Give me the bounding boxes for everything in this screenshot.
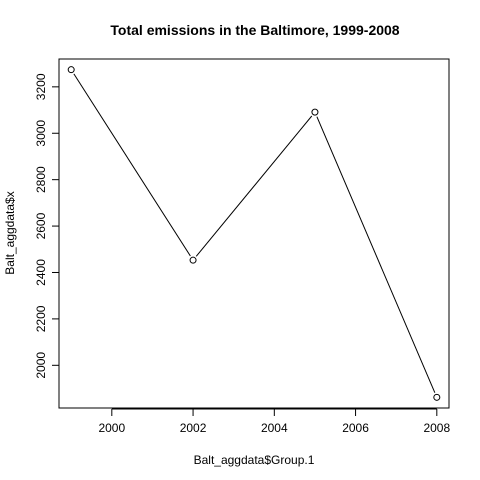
y-axis-label: Balt_aggdata$x — [3, 191, 17, 274]
data-point — [67, 66, 75, 74]
x-tick-label: 2000 — [98, 421, 125, 435]
x-tick-label: 2004 — [261, 421, 288, 435]
series-line-segment — [195, 115, 313, 257]
y-tick-label: 2600 — [34, 212, 48, 239]
data-point — [189, 256, 197, 264]
x-tick-label: 2002 — [180, 421, 207, 435]
y-tick-label: 2000 — [34, 352, 48, 379]
x-axis: 2000 2002 2004 2006 2008 — [98, 408, 450, 435]
series-line-segment — [316, 116, 436, 393]
chart-title: Total emissions in the Baltimore, 1999-2… — [110, 22, 399, 38]
x-axis-label: Balt_aggdata$Group.1 — [194, 453, 315, 467]
x-tick-label: 2008 — [423, 421, 450, 435]
x-tick-label: 2006 — [342, 421, 369, 435]
y-tick-label: 3200 — [34, 73, 48, 100]
y-tick-label: 2200 — [34, 305, 48, 332]
y-tick-label: 2800 — [34, 166, 48, 193]
y-tick-label: 3000 — [34, 120, 48, 147]
series-line-segment — [73, 73, 191, 257]
data-point — [433, 393, 441, 401]
y-tick-label: 2400 — [34, 259, 48, 286]
y-axis: 2000 2200 2400 2600 2800 3000 3200 — [34, 73, 60, 379]
data-point — [311, 108, 319, 116]
plot-frame — [58, 58, 450, 409]
plot-area — [67, 66, 441, 401]
